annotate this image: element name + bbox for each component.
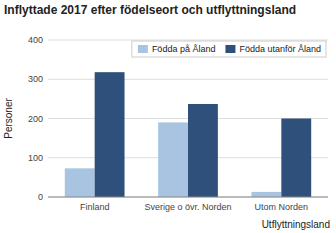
x-tick-label: Utom Norden <box>255 202 309 212</box>
bar <box>158 122 188 197</box>
legend: Födda på Åland Födda utanför Åland <box>132 41 326 57</box>
bar <box>281 119 311 198</box>
y-tick-label: 200 <box>28 114 43 124</box>
legend-swatch <box>225 45 235 53</box>
y-tick-label: 100 <box>28 153 43 163</box>
x-axis-line <box>48 197 328 198</box>
y-tick-label: 0 <box>38 192 43 202</box>
legend-label: Födda utanför Åland <box>239 44 321 54</box>
y-tick-label: 400 <box>28 35 43 45</box>
x-tick-label: Sverige o övr. Norden <box>144 202 231 212</box>
legend-swatch <box>138 45 148 53</box>
grid-line <box>48 197 328 198</box>
grid-line <box>48 40 328 41</box>
bar <box>251 192 281 197</box>
bars <box>65 72 311 197</box>
chart: Inflyttade 2017 efter födelseort och utf… <box>0 0 336 233</box>
x-axis-label: Utflyttningsland <box>262 219 330 230</box>
y-tick-label: 300 <box>28 74 43 84</box>
legend-box <box>132 41 326 57</box>
title: Inflyttade 2017 efter födelseort och utf… <box>4 3 296 17</box>
y-axis-label: Personer <box>3 98 14 139</box>
chart-container: Inflyttade 2017 efter födelseort och utf… <box>0 0 336 233</box>
bar <box>188 104 218 197</box>
bar <box>65 168 95 197</box>
bar <box>95 72 125 197</box>
legend-label: Födda på Åland <box>152 44 216 54</box>
x-tick-label: Finland <box>80 202 110 212</box>
grid-line <box>48 79 328 80</box>
grid <box>48 40 328 197</box>
